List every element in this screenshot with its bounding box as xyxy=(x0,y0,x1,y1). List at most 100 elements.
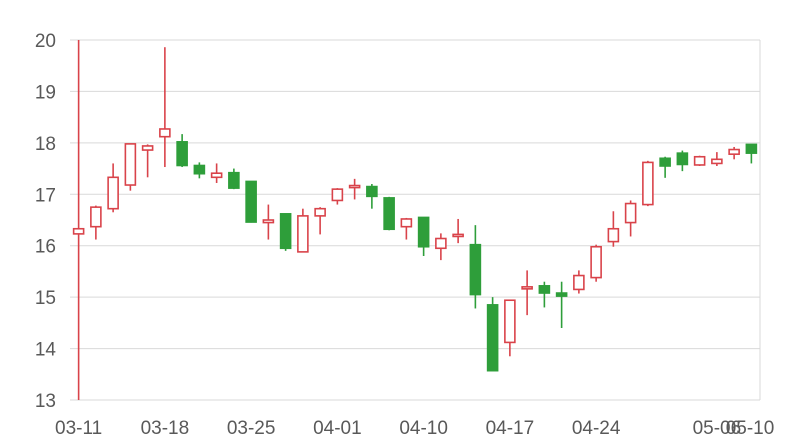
candle-body xyxy=(676,152,689,166)
candle-body xyxy=(693,155,706,166)
candle-body xyxy=(314,207,326,217)
y-axis-ticks: 13 14 15 16 17 18 19 20 xyxy=(35,31,57,412)
y-tick-label: 17 xyxy=(35,185,56,206)
candle-body xyxy=(607,227,620,243)
candle-up xyxy=(297,208,309,253)
candle-body xyxy=(521,286,533,290)
candle-body xyxy=(141,145,154,151)
y-tick-label: 20 xyxy=(35,31,56,52)
candle-up xyxy=(314,207,326,235)
candle-body xyxy=(728,148,740,155)
candle-up xyxy=(141,144,154,178)
candle-body xyxy=(711,158,723,165)
candle-body xyxy=(210,172,223,179)
candle-down xyxy=(366,184,378,209)
x-axis-ticks: 03-11 03-18 03-25 04-01 04-10 04-17 04-24 05-06… xyxy=(55,418,774,439)
candle-body xyxy=(279,213,292,250)
candle-down xyxy=(228,168,240,190)
candle-up xyxy=(590,244,602,282)
candle-body xyxy=(504,299,516,344)
y-tick-label: 16 xyxy=(35,237,56,258)
candle-body xyxy=(331,188,344,202)
candle-up xyxy=(159,47,171,168)
candle-down xyxy=(469,225,482,309)
candle-body xyxy=(417,216,430,248)
gridlines xyxy=(70,39,761,401)
x-tick-label: 04-17 xyxy=(486,418,535,439)
candle-body xyxy=(107,176,119,210)
candle-up xyxy=(521,270,533,316)
candle-body xyxy=(245,180,257,223)
candle-body xyxy=(90,206,102,228)
candle-body xyxy=(72,227,85,235)
candle-up xyxy=(642,160,654,207)
x-tick-label: 05-06 xyxy=(693,418,742,439)
candle-down xyxy=(745,143,758,164)
candle-down xyxy=(659,156,671,178)
candle-down xyxy=(555,281,568,328)
candle-body xyxy=(469,243,482,296)
candle-up xyxy=(607,211,620,247)
candle-body xyxy=(348,184,361,189)
candle-up xyxy=(693,155,706,166)
candles xyxy=(72,40,758,400)
candle-body xyxy=(297,215,309,253)
candle-down xyxy=(245,180,257,223)
y-tick-label: 13 xyxy=(35,391,56,412)
y-tick-label: 14 xyxy=(35,340,57,361)
candle-body xyxy=(262,219,275,224)
x-tick-label: 03-11 xyxy=(55,418,102,439)
candle-body xyxy=(366,185,378,198)
candle-body xyxy=(228,171,240,189)
y-tick-label: 18 xyxy=(35,134,56,155)
candle-down xyxy=(383,196,395,231)
candle-body xyxy=(590,245,602,279)
candle-body xyxy=(176,141,188,167)
candle-down xyxy=(486,297,499,372)
candle-body xyxy=(452,233,464,238)
candle-body xyxy=(159,128,171,138)
candle-up xyxy=(262,204,275,240)
candle-body xyxy=(642,161,654,206)
y-tick-label: 19 xyxy=(35,82,56,103)
candle-up xyxy=(331,188,344,205)
candle-body xyxy=(624,202,637,224)
x-tick-label: 03-25 xyxy=(227,418,276,439)
candle-down xyxy=(538,281,551,308)
candle-body xyxy=(573,274,585,291)
x-tick-label: 03-18 xyxy=(141,418,190,439)
candle-up xyxy=(624,200,637,237)
candle-down xyxy=(417,216,430,256)
x-tick-label: 04-01 xyxy=(313,418,362,439)
candle-down xyxy=(176,134,188,168)
candle-body xyxy=(383,197,395,231)
candle-up xyxy=(728,146,740,160)
candle-body xyxy=(400,218,413,228)
candle-up xyxy=(435,233,447,261)
candle-up xyxy=(72,40,85,400)
candle-up xyxy=(210,163,223,183)
candle-body xyxy=(555,292,568,297)
candle-body xyxy=(745,143,758,154)
y-tick-label: 15 xyxy=(35,288,56,309)
candle-down xyxy=(193,162,206,179)
candle-up xyxy=(124,143,137,191)
candle-up xyxy=(400,217,413,240)
candle-up xyxy=(90,205,102,240)
candle-up xyxy=(452,218,464,244)
candle-up xyxy=(711,152,723,166)
x-tick-label: 04-24 xyxy=(572,418,621,439)
candle-body xyxy=(124,143,137,186)
candle-up xyxy=(504,299,516,357)
candle-body xyxy=(659,157,671,167)
candle-up xyxy=(573,270,585,294)
candle-body xyxy=(435,237,447,250)
x-tick-label: 04-10 xyxy=(399,418,448,439)
candle-body xyxy=(486,304,499,372)
x-tick-label: 05-10 xyxy=(726,418,775,439)
candle-down xyxy=(279,213,292,251)
candle-up xyxy=(107,163,119,213)
candle-down xyxy=(676,150,689,172)
